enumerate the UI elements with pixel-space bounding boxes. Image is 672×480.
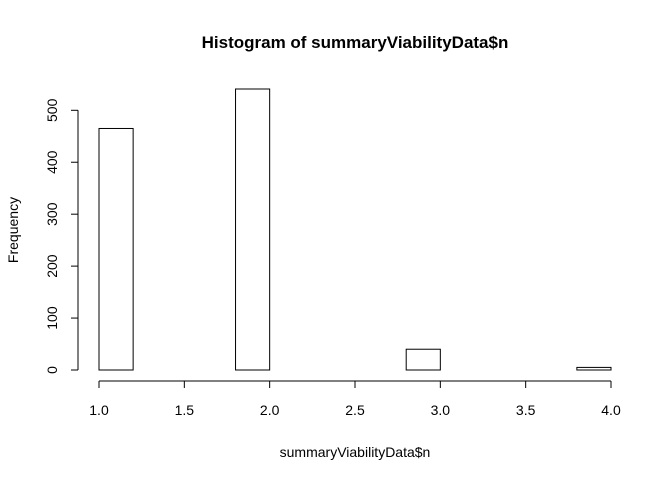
x-tick-label-6: 4.0 bbox=[601, 402, 621, 418]
histogram-bars bbox=[98, 88, 612, 371]
histogram-bar-9 bbox=[405, 348, 441, 371]
x-tick-label-3: 2.5 bbox=[345, 402, 365, 418]
y-tick-label-4: 400 bbox=[44, 150, 60, 174]
histogram-bar-14 bbox=[576, 366, 612, 371]
histogram-bar-4 bbox=[235, 88, 271, 371]
y-axis-title: Frequency bbox=[5, 197, 21, 263]
x-axis: 1.0 1.5 2.0 2.5 3.0 3.5 4.0 bbox=[89, 380, 621, 418]
x-tick-label-0: 1.0 bbox=[89, 402, 109, 418]
histogram-bar-0 bbox=[98, 127, 134, 371]
chart-title: Histogram of summaryViabilityData$n bbox=[202, 33, 509, 52]
x-axis-title: summaryViabilityData$n bbox=[280, 444, 431, 460]
x-tick-label-5: 3.5 bbox=[516, 402, 536, 418]
y-tick-label-1: 100 bbox=[44, 306, 60, 330]
x-tick-label-4: 3.0 bbox=[431, 402, 451, 418]
y-tick-label-5: 500 bbox=[44, 98, 60, 122]
x-tick-label-1: 1.5 bbox=[175, 402, 195, 418]
y-tick-label-0: 0 bbox=[44, 366, 60, 374]
y-tick-label-3: 300 bbox=[44, 202, 60, 226]
x-tick-label-2: 2.0 bbox=[260, 402, 280, 418]
y-tick-label-2: 200 bbox=[44, 254, 60, 278]
y-axis: 0 100 200 300 400 500 bbox=[44, 98, 79, 374]
